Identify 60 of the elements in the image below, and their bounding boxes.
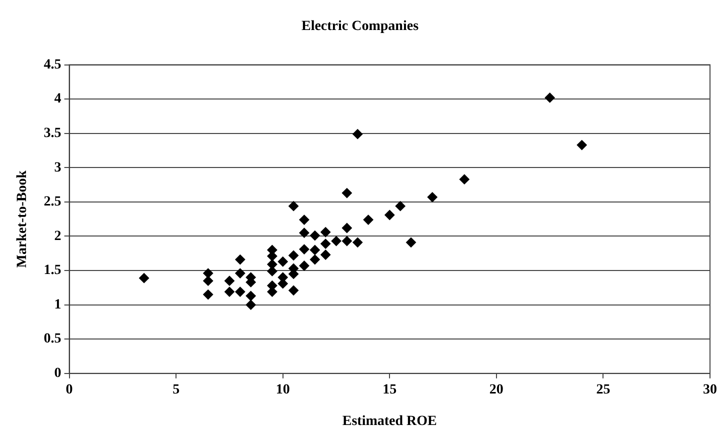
point — [352, 129, 363, 140]
point — [224, 286, 234, 297]
point — [363, 214, 374, 225]
point — [203, 268, 214, 278]
point — [406, 237, 416, 248]
point — [310, 254, 320, 265]
point — [288, 285, 299, 296]
y-tick-label: 3.5 — [44, 126, 62, 141]
point — [288, 250, 299, 260]
y-axis-title: Market-to-Book — [15, 170, 30, 268]
point — [246, 290, 256, 301]
point — [299, 244, 310, 254]
point — [235, 286, 246, 297]
point — [310, 244, 320, 255]
y-tick-label: 1 — [54, 297, 62, 312]
point — [459, 174, 470, 184]
x-axis-title: Estimated ROE — [342, 414, 437, 430]
x-tick-label: 10 — [276, 382, 290, 398]
point — [544, 92, 555, 103]
point — [331, 236, 342, 246]
y-tick-label: 2 — [54, 228, 62, 244]
y-tick-label: 0 — [54, 366, 62, 382]
y-tick-label: 0.5 — [44, 332, 62, 347]
x-tick-label: 15 — [382, 382, 397, 398]
y-tick-label: 4.5 — [44, 57, 62, 72]
point — [342, 188, 352, 198]
point — [288, 201, 299, 212]
point — [267, 266, 278, 276]
x-tick-label: 5 — [172, 382, 180, 398]
x-tick-label: 30 — [703, 382, 717, 398]
point — [235, 254, 246, 265]
y-tick-label: 4 — [54, 92, 62, 107]
point — [278, 256, 288, 267]
y-tick-label: 1.5 — [44, 263, 62, 278]
point — [224, 276, 234, 286]
point — [320, 250, 331, 260]
y-tick-label: 3 — [54, 160, 62, 176]
point — [576, 140, 587, 150]
point — [203, 290, 214, 300]
point — [384, 210, 395, 220]
y-tick-label: 2.5 — [44, 194, 62, 210]
point — [203, 276, 214, 286]
point — [139, 273, 150, 284]
point — [427, 192, 438, 202]
point — [299, 214, 310, 225]
point — [352, 237, 363, 248]
point — [310, 230, 320, 241]
chart-title: Electric Companies — [301, 19, 420, 34]
x-tick-label: 20 — [489, 382, 504, 398]
x-tick-label: 0 — [66, 382, 73, 398]
point — [395, 201, 406, 212]
point — [342, 236, 352, 246]
point — [299, 260, 310, 271]
point — [342, 223, 352, 234]
point — [246, 300, 256, 310]
point — [320, 227, 331, 238]
point — [320, 238, 331, 249]
point — [235, 268, 246, 278]
x-tick-label: 25 — [596, 382, 610, 398]
point — [299, 228, 310, 238]
